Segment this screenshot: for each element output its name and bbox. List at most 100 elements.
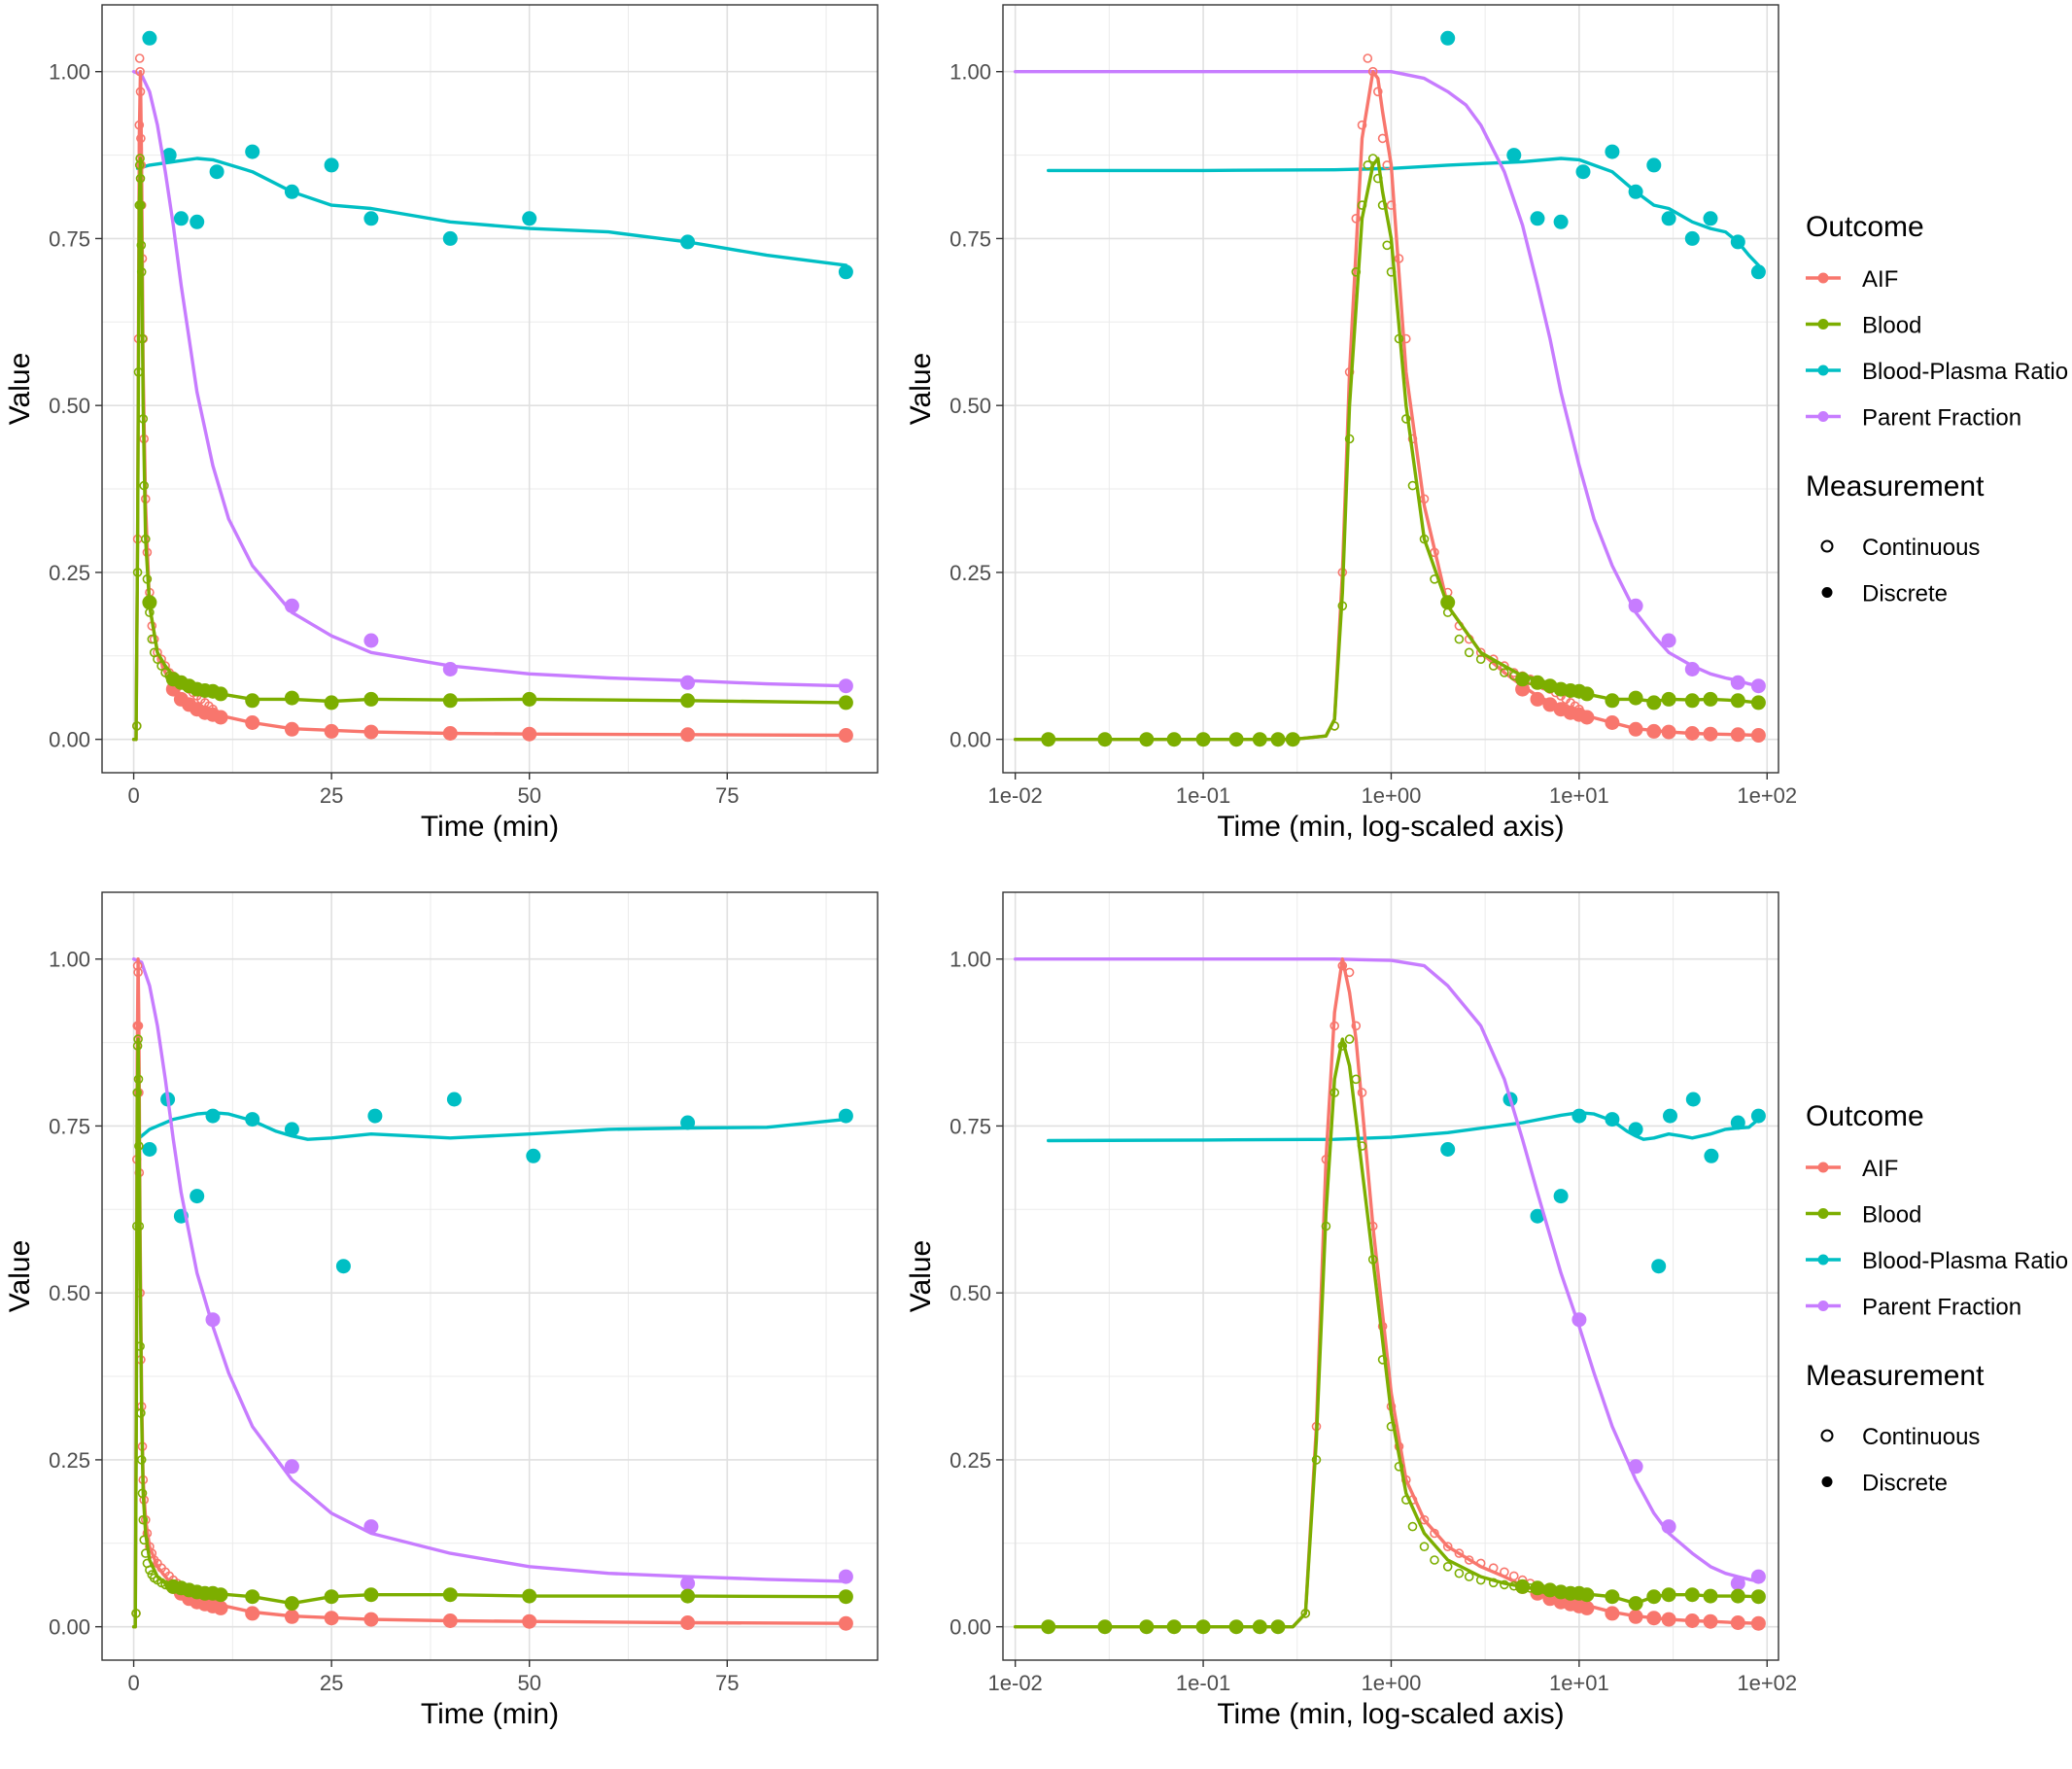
panel-top-left: 0.00 0.25 0.50 0.75 1.00 0 25 50 75 Time (min) Val… bbox=[4, 4, 879, 843]
discrete-point-blood-plasma-ratio bbox=[142, 30, 157, 46]
discrete-point-blood-plasma-ratio bbox=[284, 1122, 299, 1137]
discrete-point-aif bbox=[213, 1600, 228, 1615]
x-tick-label: 75 bbox=[715, 1671, 739, 1695]
x-tick-label: 50 bbox=[517, 1671, 540, 1695]
discrete-point-blood bbox=[838, 695, 853, 711]
discrete-point-blood-plasma-ratio bbox=[442, 230, 458, 246]
discrete-point-blood-plasma-ratio bbox=[1571, 1108, 1587, 1124]
continuous-point-aif bbox=[160, 661, 170, 671]
continuous-point-blood bbox=[1363, 160, 1373, 170]
discrete-point-blood bbox=[1703, 691, 1718, 707]
y-tick-label: 0.50 bbox=[950, 394, 991, 418]
discrete-point-blood-plasma-ratio bbox=[1651, 1259, 1667, 1274]
discrete-point-blood-plasma-ratio bbox=[161, 148, 177, 163]
legend-key-dot-aif bbox=[1817, 1162, 1829, 1173]
discrete-point-blood bbox=[680, 693, 696, 709]
continuous-point-blood bbox=[139, 480, 149, 491]
discrete-point-aif bbox=[324, 723, 339, 739]
panel-bottom-right: 0.00 0.25 0.50 0.75 1.00 1e-02 1e-01 1e+00 1e+01… bbox=[905, 891, 1797, 1730]
discrete-point-parent-fraction bbox=[1730, 675, 1745, 690]
discrete-point-blood-plasma-ratio bbox=[245, 1112, 260, 1127]
continuous-point-blood bbox=[1330, 721, 1339, 731]
plot-area bbox=[131, 957, 853, 1631]
continuous-point-blood bbox=[1351, 266, 1362, 277]
continuous-point-aif bbox=[1357, 120, 1367, 130]
discrete-point-parent-fraction bbox=[1661, 633, 1676, 648]
legend-label-parent-fraction: Parent Fraction bbox=[1862, 405, 2021, 432]
y-tick-label: 0.00 bbox=[950, 1615, 991, 1640]
discrete-point-blood bbox=[284, 1596, 299, 1612]
y-tick-label: 0.75 bbox=[950, 226, 991, 251]
continuous-point-blood bbox=[1488, 1578, 1499, 1588]
continuous-point-aif bbox=[1363, 53, 1373, 63]
discrete-point-blood bbox=[1252, 732, 1267, 747]
discrete-point-blood bbox=[1661, 691, 1676, 707]
continuous-point-aif bbox=[1500, 1567, 1509, 1578]
continuous-point-blood bbox=[1377, 200, 1388, 210]
discrete-point-blood-plasma-ratio bbox=[1628, 1122, 1643, 1137]
continuous-point-blood bbox=[1373, 173, 1383, 184]
discrete-point-blood bbox=[1542, 1582, 1558, 1598]
continuous-point-aif bbox=[1382, 160, 1392, 170]
continuous-point-aif bbox=[1488, 1563, 1499, 1573]
discrete-point-blood bbox=[1750, 695, 1766, 711]
discrete-point-blood bbox=[245, 693, 260, 709]
continuous-point-blood bbox=[1344, 1034, 1355, 1044]
discrete-point-aif bbox=[245, 715, 260, 730]
legend-key-dot-parent-fraction bbox=[1817, 1301, 1829, 1311]
discrete-point-blood bbox=[1195, 1619, 1211, 1635]
discrete-point-aif bbox=[838, 728, 853, 743]
discrete-point-aif bbox=[1703, 1613, 1718, 1629]
discrete-point-parent-fraction bbox=[838, 678, 853, 694]
discrete-point-aif bbox=[442, 1613, 458, 1628]
discrete-point-blood-plasma-ratio bbox=[1605, 144, 1620, 159]
discrete-point-aif bbox=[838, 1615, 853, 1631]
discrete-point-blood-plasma-ratio bbox=[1530, 1208, 1545, 1224]
continuous-point-blood bbox=[136, 1455, 147, 1465]
fit-line-parent-fraction bbox=[131, 957, 848, 1583]
y-axis-title: Value bbox=[4, 353, 36, 426]
discrete-point-blood bbox=[1515, 672, 1531, 687]
legend-top: Outcome AIF Blood Blood-Plasma Ratio Parent … bbox=[1806, 211, 2068, 607]
y-axis-title: Value bbox=[4, 1240, 36, 1313]
discrete-point-parent-fraction bbox=[838, 1569, 853, 1584]
series-blood-plasma-ratio bbox=[135, 30, 853, 280]
y-tick-label: 0.50 bbox=[950, 1281, 991, 1305]
discrete-point-blood bbox=[1270, 732, 1286, 747]
continuous-point-blood bbox=[133, 1034, 143, 1044]
continuous-point-aif bbox=[1357, 1088, 1367, 1097]
continuous-point-blood bbox=[1475, 654, 1486, 665]
continuous-point-aif bbox=[1394, 254, 1404, 263]
discrete-point-parent-fraction bbox=[1661, 1519, 1676, 1535]
continuous-point-blood bbox=[1300, 1609, 1311, 1618]
discrete-point-blood bbox=[1195, 732, 1211, 747]
continuous-point-aif bbox=[1509, 1571, 1519, 1581]
legend-label-parent-fraction: Parent Fraction bbox=[1862, 1295, 2021, 1321]
series-blood-plasma-ratio bbox=[1046, 30, 1766, 280]
continuous-point-aif bbox=[1373, 87, 1383, 97]
x-tick-label: 0 bbox=[127, 1671, 139, 1695]
continuous-point-blood bbox=[132, 1088, 142, 1097]
discrete-point-parent-fraction bbox=[680, 675, 696, 690]
continuous-point-aif bbox=[1367, 66, 1378, 77]
continuous-point-aif bbox=[1351, 1021, 1362, 1031]
x-axis-title: Time (min, log-scaled axis) bbox=[1217, 811, 1564, 843]
y-tick-label: 0.25 bbox=[950, 1448, 991, 1473]
discrete-point-blood-plasma-ratio bbox=[1704, 1148, 1719, 1163]
discrete-point-blood bbox=[1228, 732, 1244, 747]
discrete-point-aif bbox=[680, 1615, 696, 1630]
discrete-point-aif bbox=[1579, 710, 1595, 725]
discrete-point-parent-fraction bbox=[1628, 1459, 1643, 1474]
continuous-point-blood bbox=[139, 1535, 149, 1545]
discrete-point-blood bbox=[1579, 686, 1595, 702]
series-blood-plasma-ratio bbox=[1046, 1092, 1766, 1274]
continuous-point-blood bbox=[1394, 1462, 1404, 1472]
discrete-point-blood-plasma-ratio bbox=[1750, 264, 1766, 280]
continuous-point-aif bbox=[135, 66, 145, 77]
discrete-point-blood bbox=[1730, 693, 1745, 709]
continuous-point-blood bbox=[1394, 333, 1404, 344]
series-parent-fraction bbox=[131, 957, 853, 1591]
x-axis-title: Time (min, log-scaled axis) bbox=[1217, 1698, 1564, 1730]
continuous-point-blood bbox=[1407, 480, 1418, 491]
continuous-point-blood bbox=[145, 1565, 155, 1576]
